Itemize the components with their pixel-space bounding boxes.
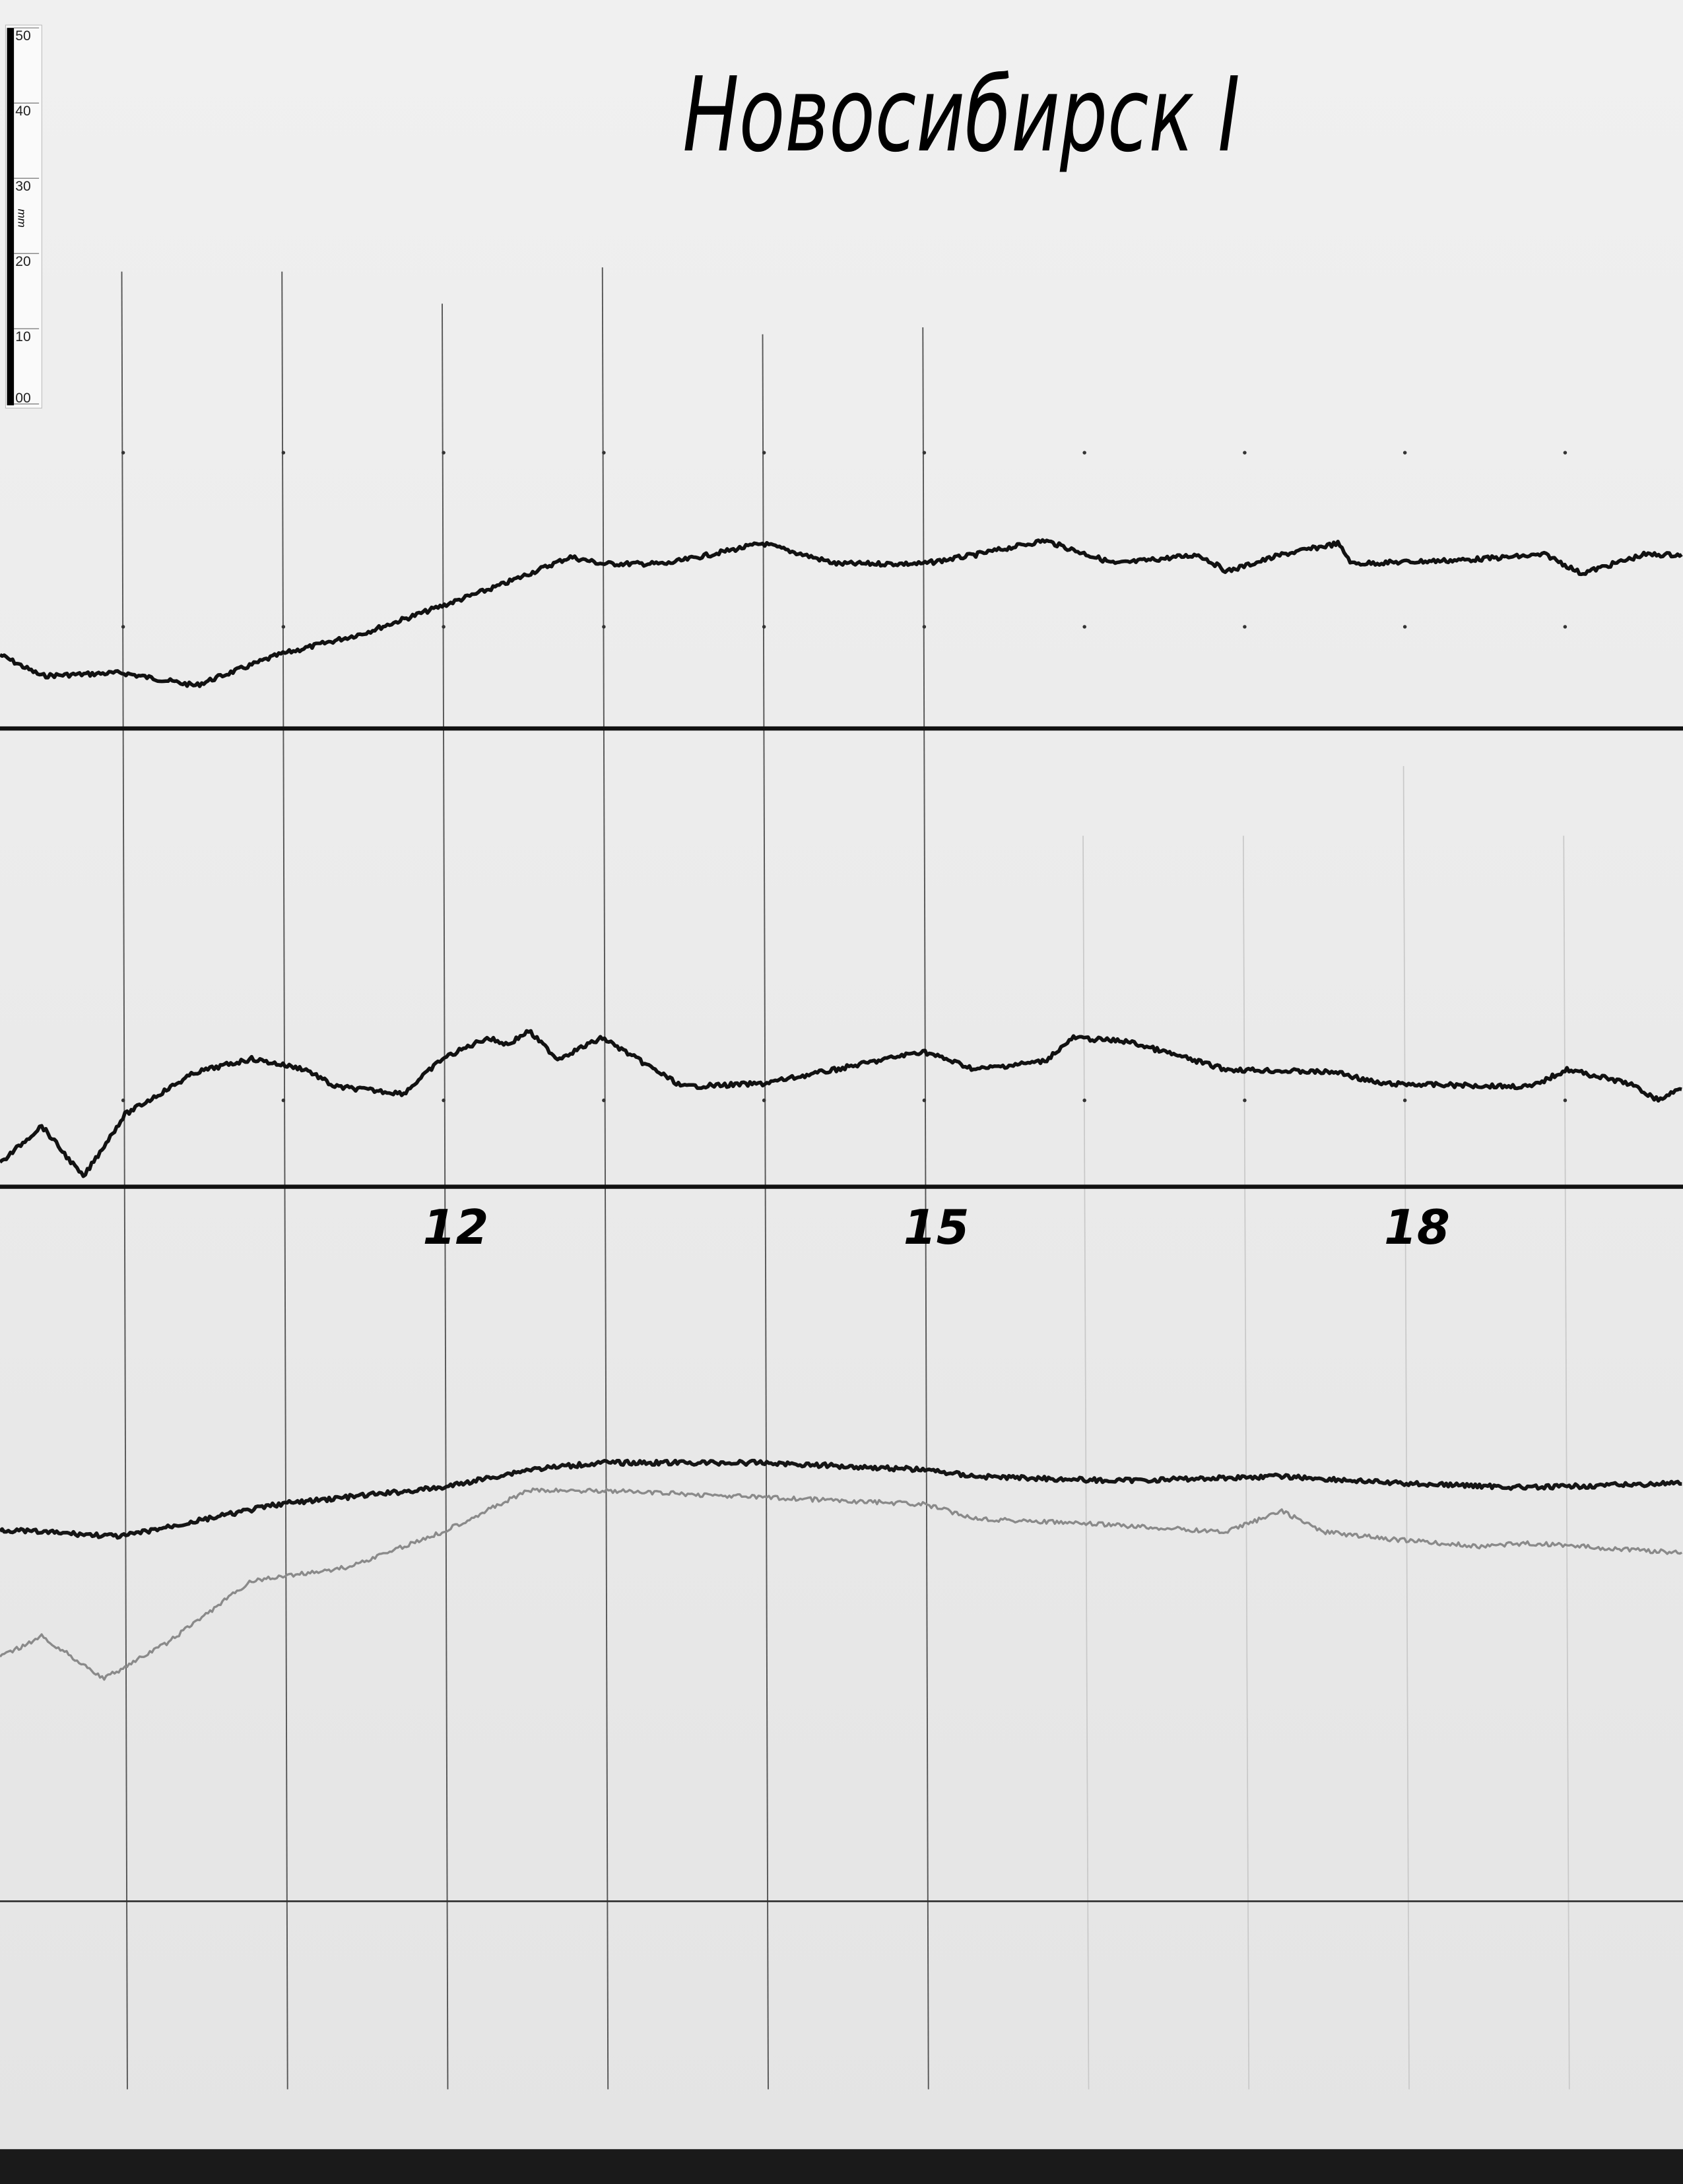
ruler-label: 40 bbox=[15, 104, 30, 119]
hour-mark bbox=[281, 625, 286, 629]
hour-mark bbox=[121, 451, 125, 455]
trace-series-2 bbox=[0, 1029, 1682, 1178]
ruler-label: 50 bbox=[15, 28, 30, 44]
x-tick-label-12: 12 bbox=[422, 1200, 488, 1255]
trace-series-1 bbox=[0, 538, 1683, 688]
hour-line-15 bbox=[922, 327, 929, 2090]
ruler-label: 00 bbox=[15, 391, 30, 406]
hour-mark bbox=[1563, 1098, 1568, 1103]
x-tick-label-15: 15 bbox=[904, 1200, 970, 1255]
trace-series-3 bbox=[0, 1458, 1682, 1540]
hour-mark bbox=[762, 1098, 766, 1103]
hour-line-19 bbox=[1563, 835, 1570, 2090]
hour-mark bbox=[922, 451, 927, 455]
hour-line-16 bbox=[1082, 835, 1090, 2090]
hour-mark bbox=[922, 1098, 927, 1103]
hour-mark bbox=[281, 1098, 286, 1103]
hour-line-18 bbox=[1402, 766, 1410, 2090]
hour-line-14 bbox=[762, 334, 769, 2090]
hour-mark bbox=[602, 1098, 606, 1103]
hour-mark bbox=[1402, 625, 1407, 629]
hour-mark bbox=[121, 625, 125, 629]
hour-mark bbox=[1243, 1098, 1247, 1103]
hour-mark bbox=[121, 1098, 125, 1103]
hour-line-11 bbox=[281, 271, 288, 2090]
hour-mark bbox=[922, 625, 927, 629]
hour-line-17 bbox=[1242, 835, 1250, 2090]
ruler-label: 30 bbox=[15, 179, 30, 194]
ruler-label: 20 bbox=[15, 254, 30, 269]
ruler-unit: mm bbox=[15, 209, 28, 228]
hour-mark bbox=[442, 625, 446, 629]
chart-title: Новосибирск I bbox=[682, 55, 1239, 175]
ruler-label: 10 bbox=[15, 329, 30, 344]
hour-mark bbox=[1402, 1098, 1407, 1103]
hour-mark bbox=[1243, 625, 1247, 629]
trace-series-4 bbox=[0, 1487, 1683, 1681]
hour-mark bbox=[442, 451, 446, 455]
hour-mark bbox=[442, 1098, 446, 1103]
hour-mark bbox=[602, 451, 606, 455]
hour-mark bbox=[762, 625, 766, 629]
hour-mark bbox=[281, 451, 286, 455]
hour-mark bbox=[1402, 451, 1407, 455]
hour-mark bbox=[1563, 451, 1568, 455]
hour-mark bbox=[1082, 625, 1086, 629]
page-bottom-edge bbox=[0, 2149, 1683, 2184]
hour-mark bbox=[1563, 625, 1568, 629]
hour-mark bbox=[1082, 451, 1086, 455]
hour-mark bbox=[1243, 451, 1247, 455]
hour-mark bbox=[602, 625, 606, 629]
x-tick-label-18: 18 bbox=[1384, 1200, 1450, 1255]
hour-line-12 bbox=[442, 304, 449, 2090]
hour-mark bbox=[1082, 1098, 1086, 1103]
hour-line-10 bbox=[121, 271, 128, 2090]
hour-line-13 bbox=[601, 267, 609, 2090]
mm-scale-ruler: 50 40 30 20 10 00 mm bbox=[5, 24, 42, 409]
hour-mark bbox=[762, 451, 766, 455]
